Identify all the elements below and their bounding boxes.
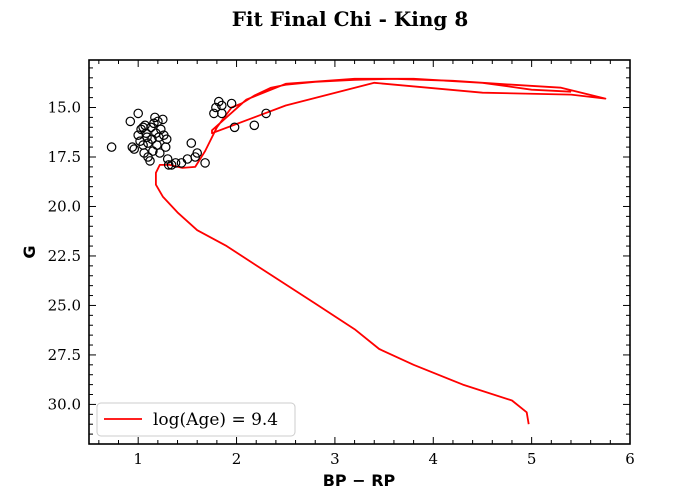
chart-title: Fit Final Chi - King 8 (232, 7, 469, 31)
data-point (163, 160, 174, 170)
data-point (158, 114, 168, 125)
y-tick-label: 30.0 (48, 395, 81, 413)
x-axis-label: BP − RP (323, 471, 396, 490)
data-point (170, 158, 181, 168)
data-point (176, 158, 187, 168)
data-point (211, 102, 221, 113)
data-point (229, 122, 240, 133)
data-point (192, 148, 202, 158)
data-point (106, 142, 117, 152)
x-tick-label: 1 (133, 450, 143, 468)
data-point (161, 134, 172, 144)
data-point (127, 142, 138, 152)
data-point (156, 124, 166, 135)
data-point (145, 156, 155, 166)
data-point (226, 98, 237, 109)
x-tick-label: 4 (428, 450, 438, 468)
legend: log(Age) = 9.4 (96, 402, 296, 437)
data-point (209, 108, 219, 119)
axes: 1 2 3 4 5 6 15.0 17.5 20.0 22.5 25.0 27.5 30.0 (48, 59, 635, 468)
y-tick-label: 27.5 (48, 346, 81, 364)
plot-area (106, 77, 607, 425)
data-point (142, 132, 152, 142)
x-tick-label: 6 (625, 450, 635, 468)
y-tick-label: 20.0 (48, 197, 81, 215)
data-point (261, 108, 271, 119)
data-point (249, 120, 260, 131)
data-point (155, 148, 165, 158)
data-point (160, 142, 171, 152)
x-tick-label: 5 (527, 450, 537, 468)
plot-frame (88, 59, 631, 445)
data-point (217, 108, 227, 119)
y-tick-label: 17.5 (48, 148, 81, 166)
x-tick-label: 3 (330, 450, 340, 468)
data-point (200, 158, 210, 168)
y-axis-label: G (20, 245, 39, 258)
data-point (186, 138, 197, 148)
legend-box (96, 402, 296, 437)
data-point (129, 144, 139, 154)
data-point (141, 128, 151, 138)
data-point (133, 108, 143, 119)
y-tick-label: 22.5 (48, 247, 81, 265)
y-tick-label: 25.0 (48, 296, 81, 314)
x-tick-label: 2 (232, 450, 242, 468)
data-point (125, 116, 136, 127)
y-tick-label: 15.0 (48, 99, 81, 117)
isochrone-line (155, 77, 607, 425)
data-point (182, 154, 193, 164)
data-point (152, 140, 162, 150)
data-point (162, 154, 173, 164)
legend-label: log(Age) = 9.4 (153, 410, 278, 430)
